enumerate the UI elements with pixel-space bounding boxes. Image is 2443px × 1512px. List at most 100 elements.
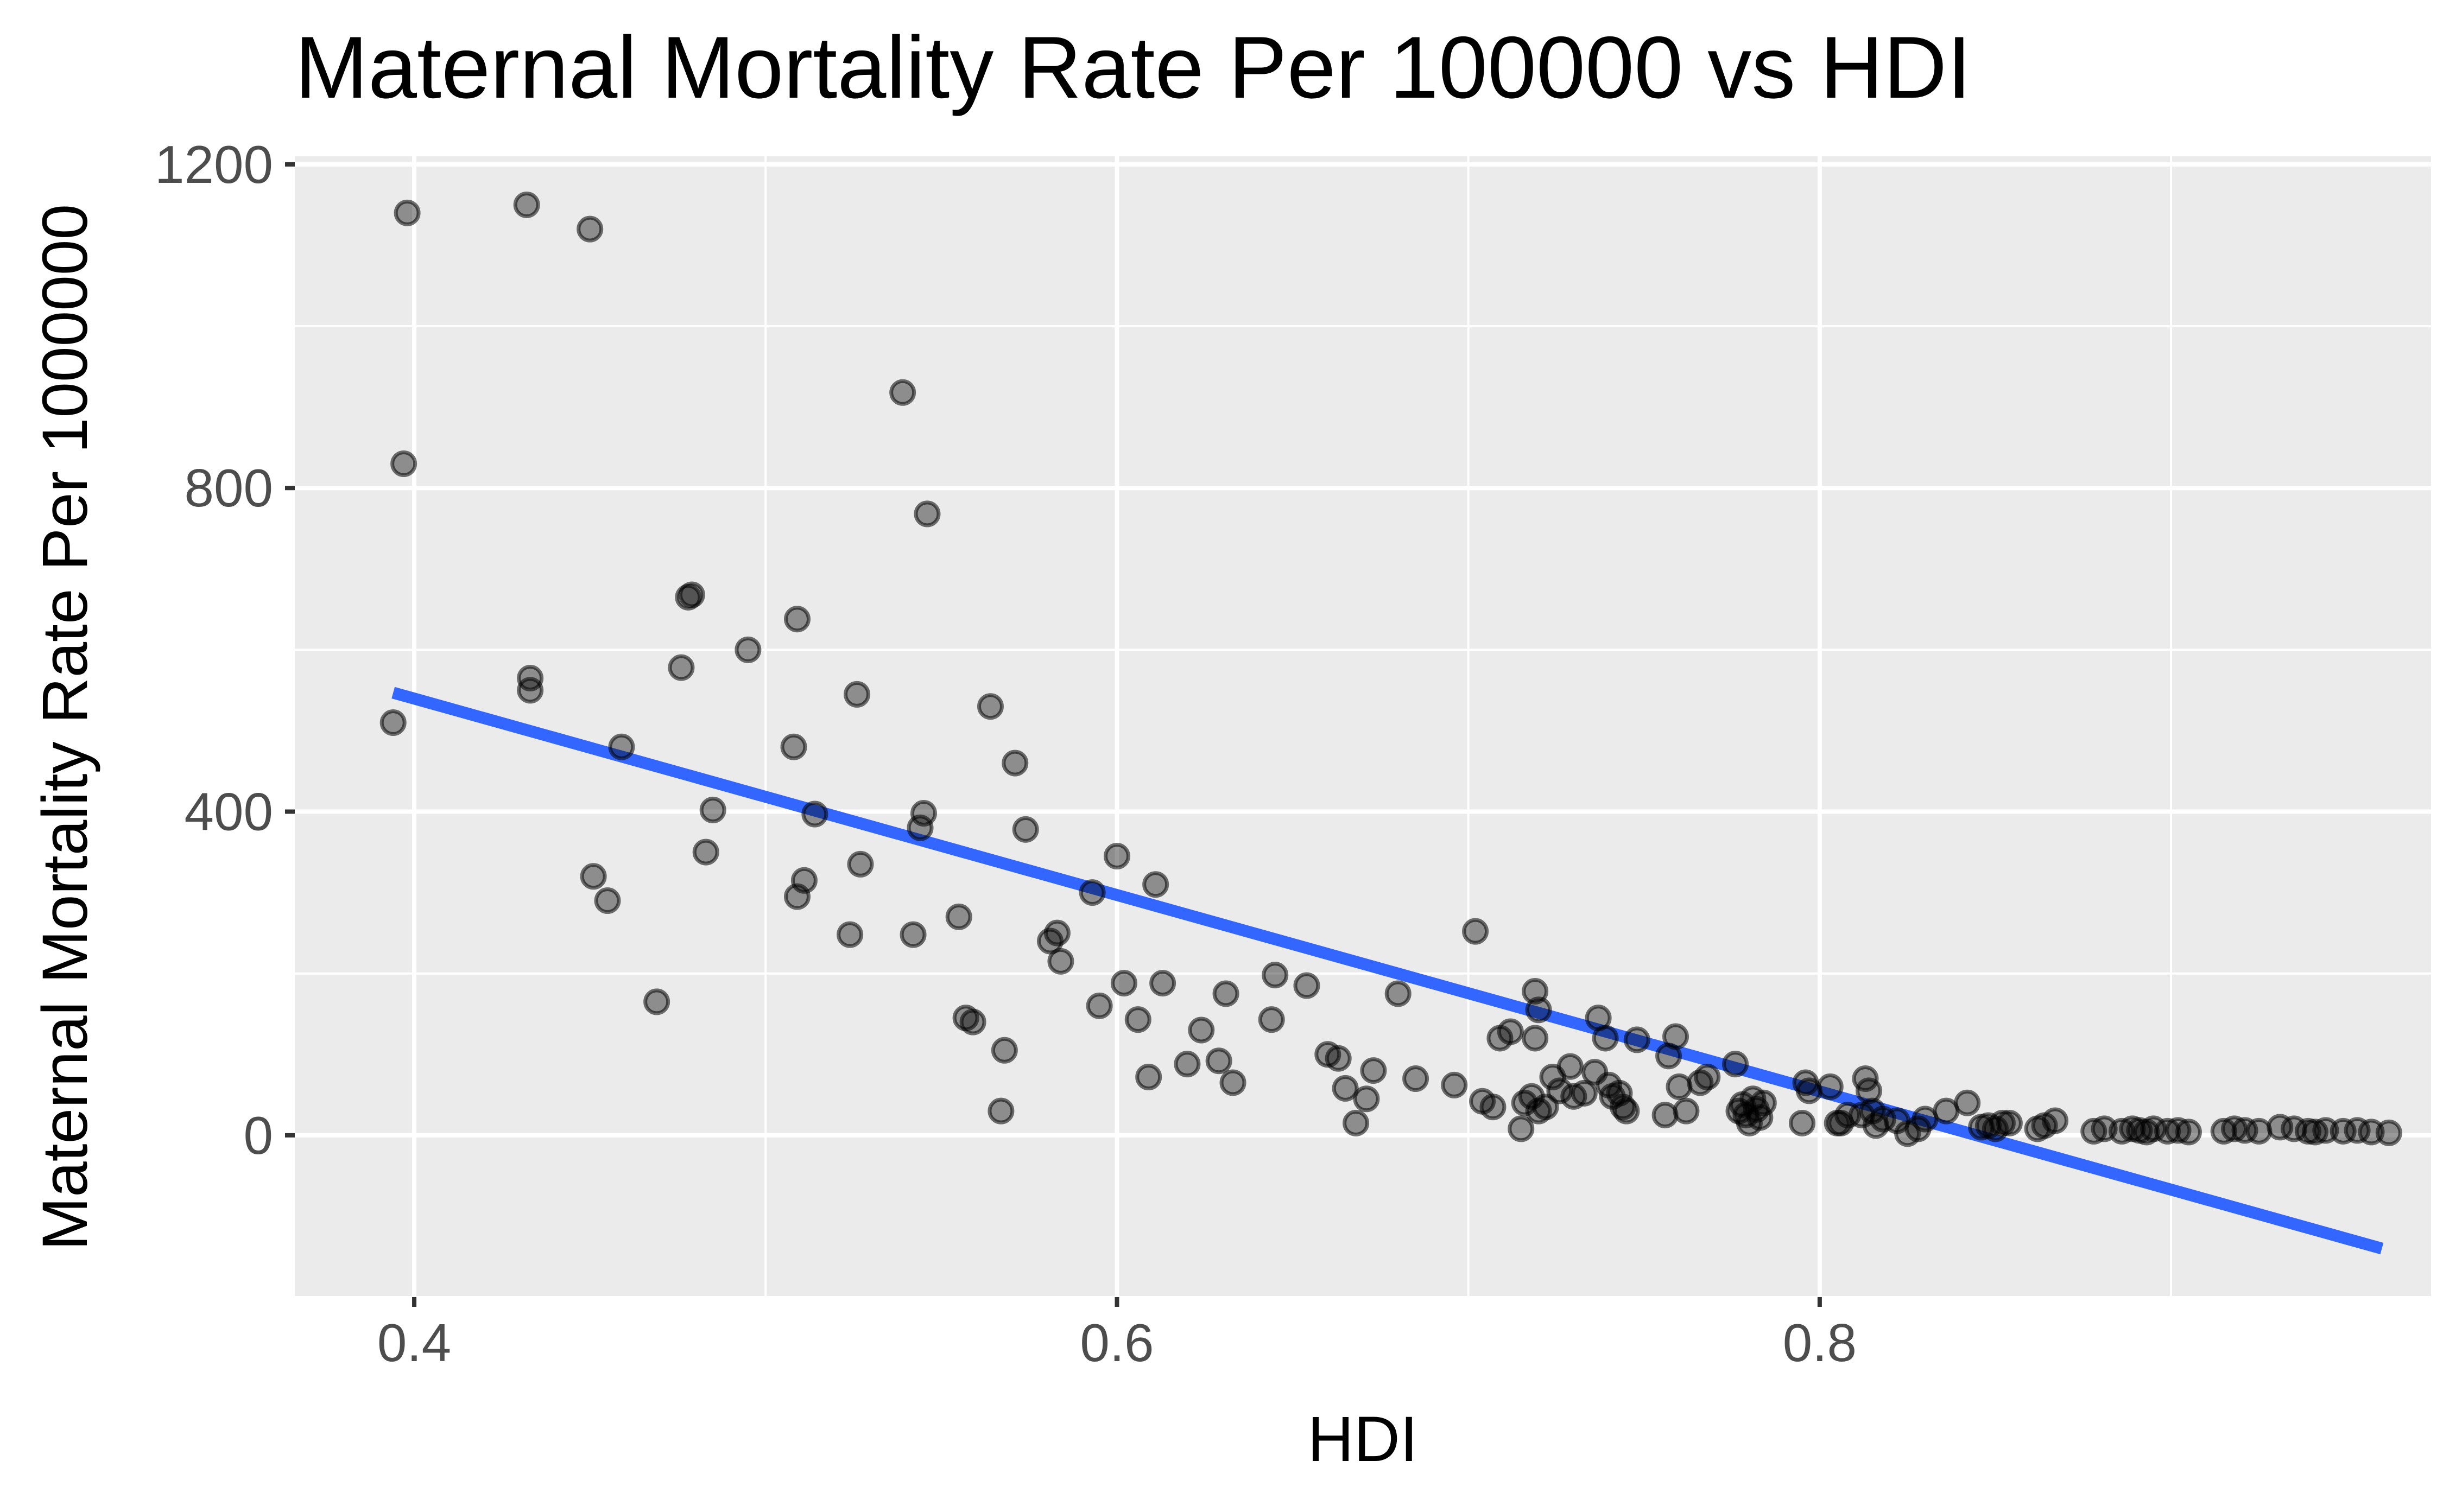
data-point (1750, 1089, 1777, 1116)
trend-line-group (391, 687, 2384, 1255)
data-point (1360, 1057, 1387, 1084)
data-point (1673, 1097, 1700, 1125)
data-point (977, 693, 1004, 720)
data-point (1855, 1077, 1882, 1104)
data-point (1546, 1077, 1573, 1104)
data-point (1592, 1025, 1619, 1052)
data-point (1047, 948, 1074, 975)
data-point (1508, 1115, 1535, 1142)
data-point (1219, 1069, 1246, 1096)
data-point (2245, 1117, 2273, 1145)
data-point (1110, 970, 1137, 997)
data-point (2175, 1119, 2202, 1146)
data-point (1002, 749, 1029, 777)
data-point (379, 709, 407, 736)
data-point (1205, 1047, 1232, 1075)
data-point (1079, 879, 1106, 906)
major-gridlines (295, 156, 2431, 1297)
data-point (577, 215, 604, 243)
data-point (1462, 918, 1489, 945)
data-point (1795, 1077, 1822, 1104)
data-point (784, 606, 811, 633)
data-point (594, 887, 621, 914)
y-tick-label: 0 (243, 1106, 273, 1165)
data-point (959, 1008, 986, 1035)
data-point (988, 1097, 1015, 1125)
data-point (1613, 1097, 1640, 1125)
x-tick-labels: 0.4 0.6 0.8 (377, 1313, 1857, 1373)
data-point (1996, 1109, 2023, 1136)
data-point (699, 797, 726, 824)
data-point (1325, 1045, 1352, 1072)
data-point (801, 801, 828, 828)
data-point (1086, 992, 1113, 1019)
trend-line (391, 687, 2384, 1255)
x-tick-label: 0.6 (1080, 1313, 1154, 1373)
axis-ticks (285, 162, 1822, 1307)
data-point (1441, 1071, 1468, 1098)
data-point (1556, 1053, 1584, 1080)
data-point (1384, 980, 1412, 1007)
data-point (2041, 1107, 2068, 1134)
data-point (1174, 1051, 1201, 1078)
y-axis-title: Maternal Mortality Rate Per 1000000 (29, 204, 101, 1250)
data-point (844, 681, 871, 708)
data-point (1651, 1102, 1679, 1129)
data-point (790, 867, 818, 894)
x-axis-title: HDI (1307, 1403, 1417, 1475)
plot-panel (295, 156, 2431, 1297)
y-tick-label: 1200 (155, 135, 273, 194)
data-point (1142, 871, 1169, 898)
data-point (1522, 1025, 1549, 1052)
data-point (1103, 843, 1130, 870)
data-point (1722, 1051, 1749, 1078)
data-point (1662, 1023, 1689, 1050)
data-point (390, 450, 417, 477)
data-point (1479, 1094, 1507, 1121)
data-point (643, 988, 670, 1015)
data-point (1343, 1109, 1370, 1136)
data-point (1212, 980, 1239, 1007)
data-point (692, 838, 719, 866)
data-point (580, 863, 607, 890)
data-point (517, 665, 544, 692)
data-point (847, 850, 874, 878)
data-point (1989, 1109, 2016, 1136)
data-point (900, 921, 927, 948)
data-point (1525, 996, 1552, 1024)
data-point (1817, 1073, 1844, 1100)
data-point (1666, 1073, 1693, 1100)
data-point (678, 581, 705, 608)
data-point (1954, 1089, 1981, 1116)
data-point (1532, 1094, 1559, 1121)
y-tick-labels: 0 400 800 1200 (155, 135, 273, 1165)
y-tick-label: 400 (184, 782, 273, 842)
data-point (991, 1037, 1018, 1064)
data-point (513, 191, 540, 218)
data-point (1135, 1064, 1162, 1091)
y-tick-label: 800 (184, 458, 273, 518)
data-point (1258, 1006, 1285, 1033)
x-tick-label: 0.8 (1783, 1313, 1857, 1373)
data-point (1188, 1017, 1215, 1044)
data-point (1623, 1026, 1650, 1053)
data-point (1293, 972, 1320, 999)
data-point (889, 379, 916, 406)
data-point (945, 903, 972, 930)
data-point (914, 500, 941, 528)
chart-title: Maternal Mortality Rate Per 100000 vs HD… (295, 18, 1971, 117)
data-point (1332, 1075, 1359, 1102)
data-point (608, 733, 635, 760)
data-point (1012, 816, 1039, 843)
x-tick-label: 0.4 (377, 1313, 451, 1373)
data-point (1402, 1065, 1429, 1092)
data-point (735, 636, 762, 663)
data-point (2375, 1119, 2402, 1146)
data-point (1789, 1109, 1816, 1136)
data-point (837, 921, 864, 948)
data-point (1124, 1006, 1151, 1033)
data-point (910, 800, 937, 827)
data-point (1497, 1018, 1524, 1045)
